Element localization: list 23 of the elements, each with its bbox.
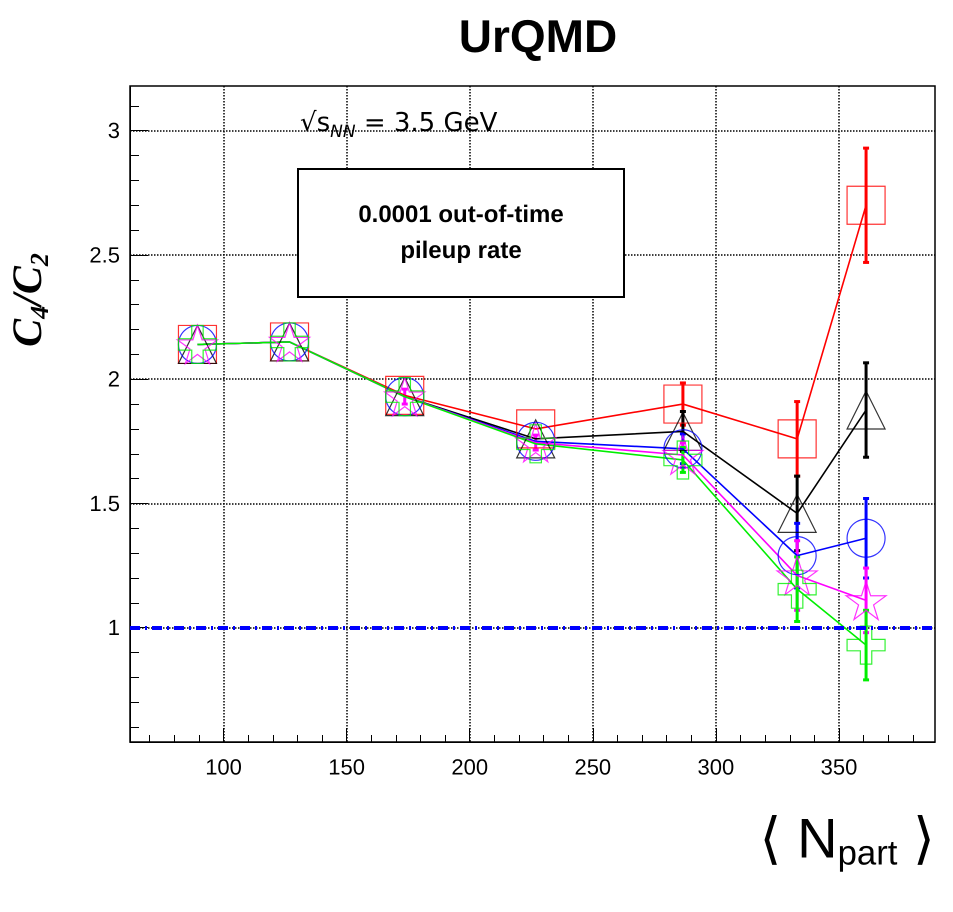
point bbox=[846, 518, 886, 558]
point bbox=[776, 556, 818, 596]
point bbox=[846, 625, 886, 665]
y-tick-label: 2 bbox=[108, 366, 120, 392]
point bbox=[663, 384, 703, 424]
y-axis-title: C4/C2 bbox=[5, 253, 54, 347]
y-tick-label: 2.5 bbox=[89, 242, 120, 268]
x-tick-label: 300 bbox=[698, 754, 734, 780]
x-tick-label: 250 bbox=[574, 754, 612, 780]
point bbox=[778, 494, 817, 533]
y-tick-label: 1.5 bbox=[89, 490, 120, 516]
point bbox=[846, 186, 886, 225]
x-tick-label: 150 bbox=[328, 754, 365, 780]
y-tick-label: 1 bbox=[108, 615, 120, 640]
x-tick-label: 100 bbox=[205, 754, 242, 780]
text-box: 0.0001 out-of-time pileup rate bbox=[297, 168, 625, 298]
point bbox=[778, 419, 817, 458]
point bbox=[846, 390, 886, 430]
annotation: √s$_{NN}$ = 3.5 GeV bbox=[300, 108, 498, 142]
x-tick-label: 200 bbox=[451, 754, 488, 780]
chart-title: UrQMD bbox=[458, 10, 618, 62]
y-tick-label: 3 bbox=[108, 118, 120, 144]
x-tick-label: 350 bbox=[820, 754, 858, 780]
